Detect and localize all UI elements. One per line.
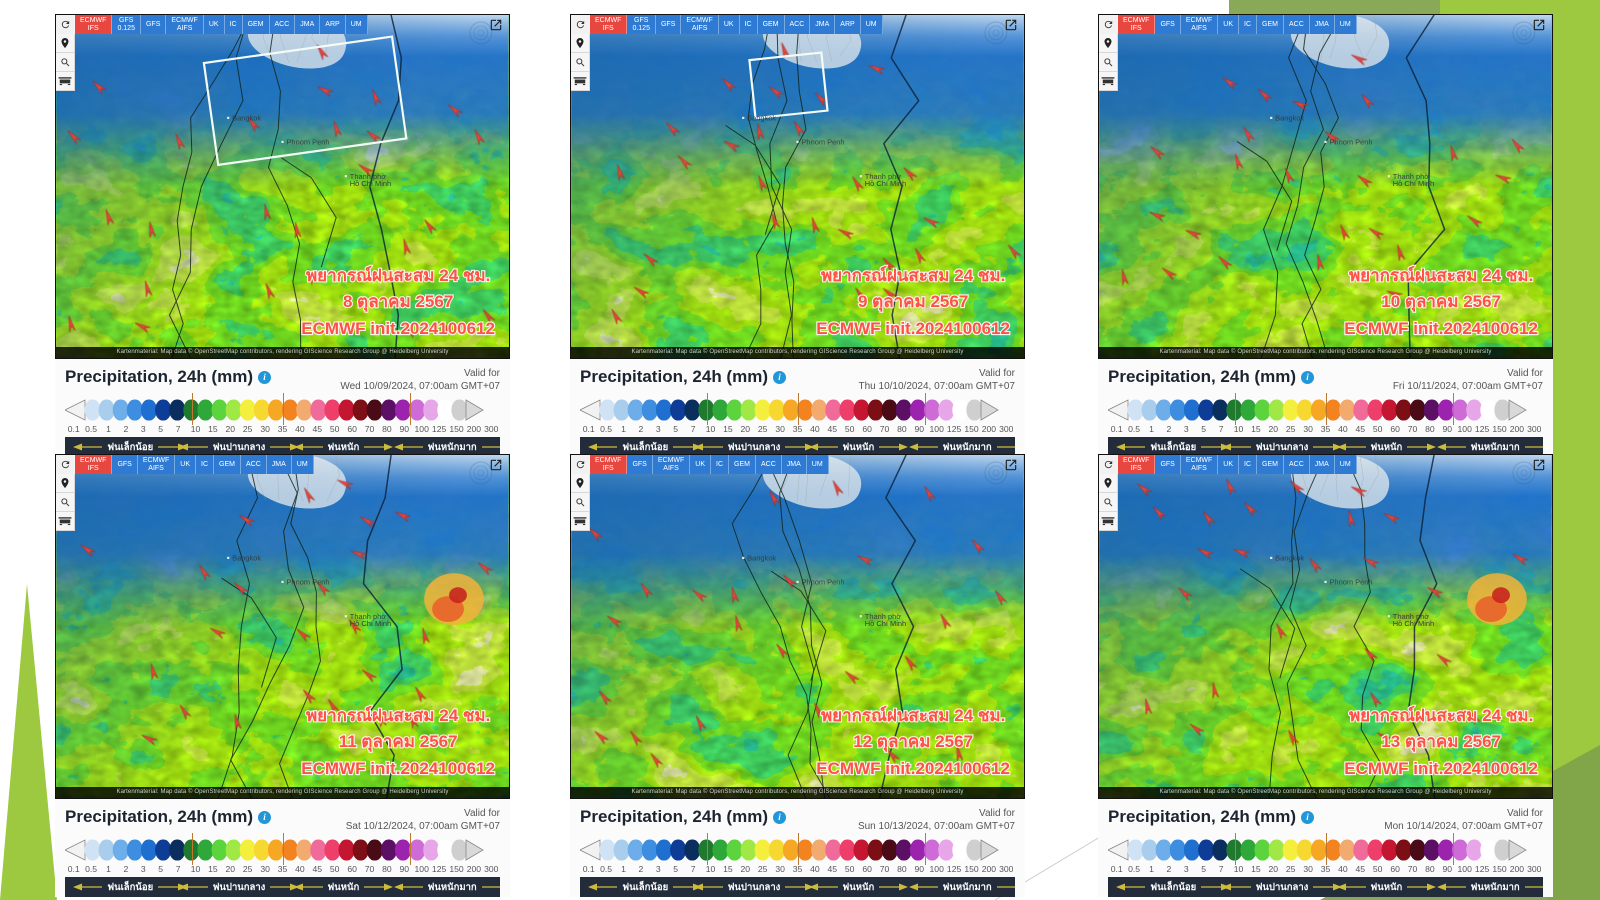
svg-text:Phnom Penh: Phnom Penh [801, 577, 844, 586]
svg-text:Bangkok: Bangkok [747, 553, 776, 562]
svg-text:Hồ Chí Minh: Hồ Chí Minh [865, 619, 906, 628]
svg-text:Hồ Chí Minh: Hồ Chí Minh [1393, 619, 1434, 628]
svg-text:Phnom Penh: Phnom Penh [1329, 577, 1372, 586]
svg-text:Bangkok: Bangkok [232, 113, 261, 122]
svg-text:Hồ Chí Minh: Hồ Chí Minh [350, 619, 391, 628]
svg-text:Bangkok: Bangkok [1275, 113, 1304, 122]
svg-text:Bangkok: Bangkok [1275, 553, 1304, 562]
svg-text:Bangkok: Bangkok [747, 113, 776, 122]
svg-text:Phnom Penh: Phnom Penh [1329, 137, 1372, 146]
svg-text:Phnom Penh: Phnom Penh [286, 577, 329, 586]
svg-text:Hồ Chí Minh: Hồ Chí Minh [350, 179, 391, 188]
svg-text:Hồ Chí Minh: Hồ Chí Minh [865, 179, 906, 188]
svg-text:Phnom Penh: Phnom Penh [286, 137, 329, 146]
svg-text:Phnom Penh: Phnom Penh [801, 137, 844, 146]
svg-text:Hồ Chí Minh: Hồ Chí Minh [1393, 179, 1434, 188]
svg-text:Bangkok: Bangkok [232, 553, 261, 562]
